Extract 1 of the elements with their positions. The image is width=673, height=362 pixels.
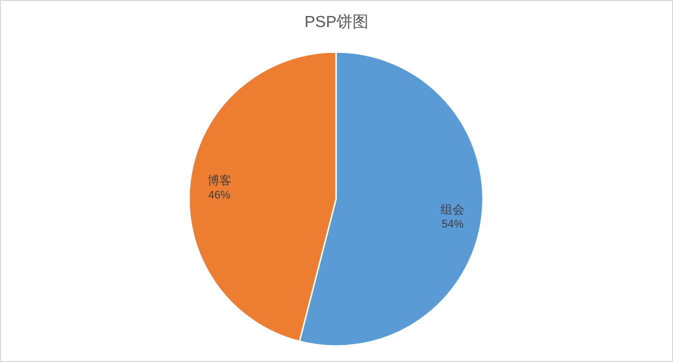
title: PSP饼图 <box>304 14 368 31</box>
